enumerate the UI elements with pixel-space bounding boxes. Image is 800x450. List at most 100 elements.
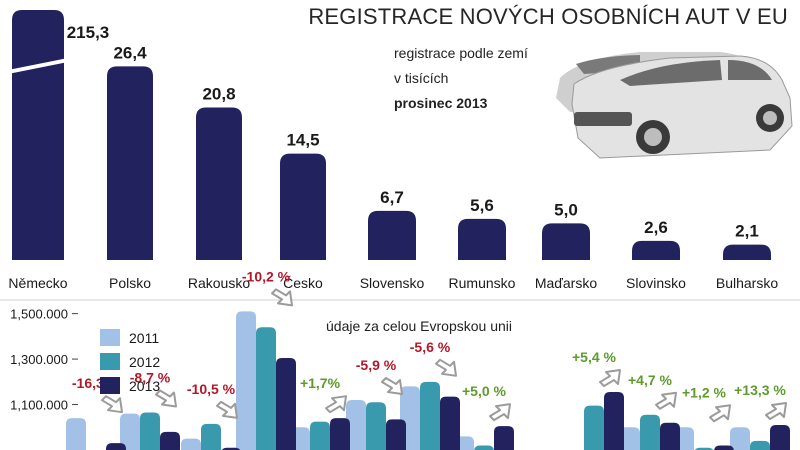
down-arrow-icon: [435, 358, 457, 377]
eu-bar-2012: [140, 412, 160, 450]
eu-bar-2013: [221, 447, 241, 450]
country-bar: [632, 240, 680, 260]
legend-swatch-2012: [100, 353, 120, 370]
eu-note: údaje za celou Evropskou unii: [326, 318, 513, 334]
subtitle-line-3: prosinec 2013: [394, 95, 488, 111]
y-tick-label: 1,100.000: [10, 398, 68, 413]
car-illustration: [556, 52, 793, 159]
change-label: -10,2 %: [242, 268, 291, 284]
eu-bar-2013: [106, 443, 126, 450]
country-value-label: 20,8: [202, 84, 235, 103]
country-bar-chart: 215,3 Německo 26,4 Polsko 20,8 Rakousko 14,5 Če…: [8, 10, 778, 291]
change-label: +4,7 %: [628, 372, 673, 388]
country-category-label: Slovinsko: [626, 275, 686, 291]
down-arrow-icon: [271, 288, 293, 307]
country-bar: [107, 66, 153, 261]
eu-bar-2012: [366, 402, 386, 450]
eu-bar-2012: [750, 440, 770, 450]
eu-bar-2013: [276, 357, 296, 450]
down-arrow-icon: [381, 377, 403, 395]
car-hub-rear: [763, 111, 777, 125]
change-label: -10,5 %: [187, 381, 236, 397]
car-grille: [574, 112, 632, 126]
chart-title: REGISTRACE NOVÝCH OSOBNÍCH AUT V EU: [308, 4, 788, 29]
change-label: +5,0 %: [462, 383, 507, 399]
eu-bar-2012: [201, 423, 221, 450]
country-bar: [280, 153, 326, 260]
country-value-label: 5,0: [554, 200, 578, 219]
eu-bar-2013: [660, 422, 680, 450]
y-tick-label: 1,300.000: [10, 352, 68, 367]
eu-bar-2013: [440, 396, 460, 450]
country-category-label: Slovensko: [360, 275, 425, 291]
y-tick-label: 1,500.000: [10, 307, 68, 322]
eu-bar-2011: [730, 427, 750, 450]
eu-bar-2012: [694, 447, 714, 450]
country-bar: [723, 244, 771, 260]
eu-bar-2012: [584, 405, 604, 450]
legend-label: 2012: [129, 354, 160, 370]
eu-bar-2013: [330, 418, 350, 450]
country-bar: [196, 107, 242, 260]
country-category-label: Rakousko: [188, 275, 250, 291]
country-bar: [12, 10, 64, 260]
down-arrow-icon: [216, 400, 238, 419]
country-category-label: Polsko: [109, 275, 151, 291]
country-category-label: Německo: [8, 275, 67, 291]
up-arrow-icon: [325, 395, 347, 414]
axis-break-marker: [8, 58, 68, 74]
down-arrow-icon: [101, 395, 123, 414]
eu-bar-2013: [386, 419, 406, 450]
country-value-label: 2,6: [644, 218, 668, 237]
eu-bar-2011: [620, 427, 640, 450]
change-label: +1,7%: [300, 375, 341, 391]
eu-bar-2013: [770, 425, 790, 450]
eu-bar-2013: [160, 431, 180, 450]
eu-bar-2011: [66, 418, 86, 450]
country-category-label: Česko: [283, 275, 323, 291]
eu-bar-2011: [120, 413, 140, 450]
car-hub-front: [644, 128, 662, 146]
change-label: -5,6 %: [410, 339, 451, 355]
country-category-label: Maďarsko: [535, 275, 598, 291]
change-label: +13,3 %: [734, 382, 786, 398]
up-arrow-icon: [709, 404, 731, 423]
subtitle-line-1: registrace podle zemí: [394, 45, 528, 61]
eu-bar-2012: [640, 414, 660, 450]
country-bar: [368, 210, 416, 260]
change-label: +1,2 %: [682, 384, 727, 400]
up-arrow-icon: [765, 402, 787, 420]
eu-bar-2011: [236, 311, 256, 450]
country-value-label: 6,7: [380, 188, 404, 207]
country-value-label: 5,6: [470, 196, 494, 215]
legend-swatch-2013: [100, 377, 120, 394]
up-arrow-icon: [655, 391, 677, 410]
up-arrow-icon: [599, 369, 621, 388]
eu-bar-2012: [256, 327, 276, 450]
country-value-label: 215,3: [67, 23, 110, 42]
up-arrow-icon: [489, 403, 511, 422]
country-bar: [458, 218, 506, 260]
eu-bar-2013: [604, 392, 624, 450]
eu-bar-2012: [420, 381, 440, 450]
eu-bar-2012: [474, 445, 494, 450]
subtitle-line-2: v tisících: [394, 70, 449, 86]
country-value-label: 2,1: [735, 222, 759, 241]
legend-label: 2011: [129, 330, 159, 346]
eu-bar-2011: [181, 438, 201, 450]
eu-bar-2012: [310, 421, 330, 450]
country-category-label: Bulharsko: [716, 275, 778, 291]
change-label: -5,9 %: [356, 357, 397, 373]
change-label: -8,7 %: [130, 370, 171, 386]
change-label: +5,4 %: [572, 349, 617, 365]
car-front-window: [620, 60, 722, 86]
down-arrow-icon: [155, 389, 177, 408]
country-value-label: 14,5: [286, 131, 319, 150]
eu-bar-2013: [494, 426, 514, 450]
country-bar: [542, 223, 590, 260]
car-front-rear-window: [728, 60, 772, 80]
country-value-label: 26,4: [113, 43, 147, 62]
eu-bar-2011: [346, 400, 366, 450]
legend-label: 2013: [129, 378, 160, 394]
